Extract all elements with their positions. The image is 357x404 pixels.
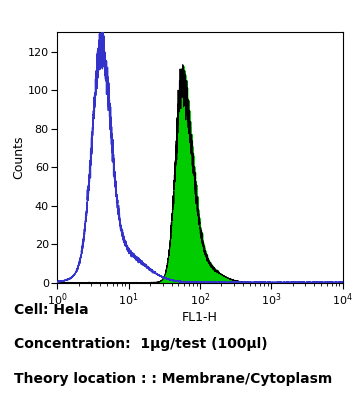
Text: Theory location : : Membrane/Cytoplasm: Theory location : : Membrane/Cytoplasm: [14, 372, 332, 386]
Y-axis label: Counts: Counts: [12, 136, 25, 179]
Text: Concentration:  1μg/test (100μl): Concentration: 1μg/test (100μl): [14, 337, 268, 351]
Text: Cell: Hela: Cell: Hela: [14, 303, 89, 317]
X-axis label: FL1-H: FL1-H: [182, 311, 218, 324]
